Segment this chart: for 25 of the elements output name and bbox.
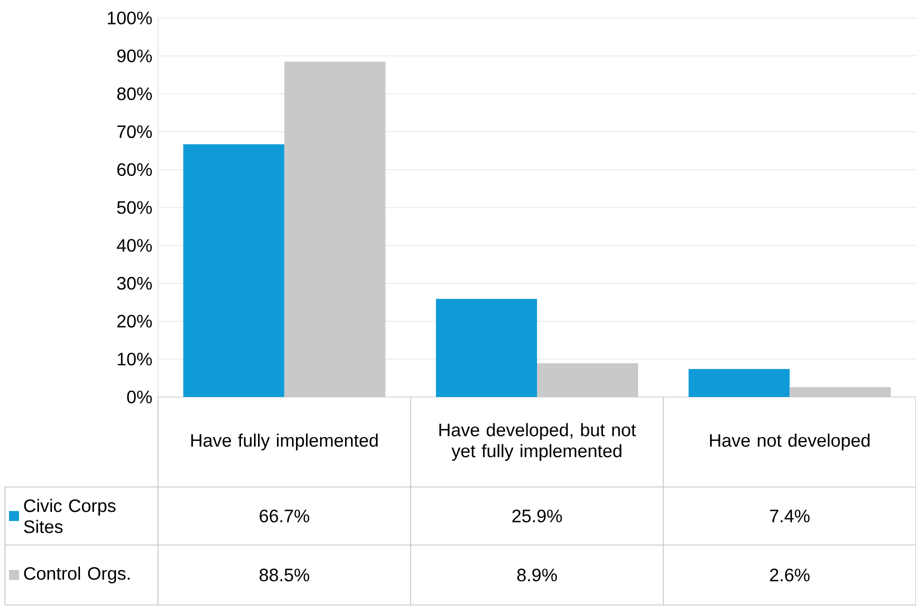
data-label: 25.9%	[512, 510, 562, 522]
y-tick-label: 0%	[127, 390, 152, 404]
x-tick-label: Have fully implemented	[191, 434, 378, 450]
x-tick-label: Have developed, but not yet fully implemented	[439, 423, 636, 461]
y-tick-label: 20%	[117, 314, 152, 328]
y-tick-label: 90%	[117, 50, 152, 62]
data-label: 2.6%	[770, 568, 810, 582]
legend-label: Control Orgs.	[24, 566, 130, 584]
y-tick-label: 100%	[108, 12, 152, 24]
y-tick-label: 60%	[117, 163, 152, 176]
bar	[183, 144, 284, 397]
x-tick-label: Have not developed	[710, 434, 870, 450]
y-tick-label: 30%	[117, 276, 152, 290]
data-label: 7.4%	[770, 510, 810, 522]
bar	[688, 368, 790, 397]
data-label: 8.9%	[517, 568, 557, 582]
data-label: 66.7%	[260, 510, 310, 522]
y-tick-label: 50%	[117, 201, 152, 214]
y-tick-label: 70%	[117, 125, 152, 138]
y-tick-label: 40%	[116, 239, 152, 252]
legend-label: Civic Corps Sites	[24, 498, 116, 534]
y-tick-label: 80%	[117, 87, 152, 100]
data-label: 88.5%	[260, 568, 310, 582]
y-tick-label: 10%	[118, 352, 152, 366]
bar	[436, 298, 537, 397]
